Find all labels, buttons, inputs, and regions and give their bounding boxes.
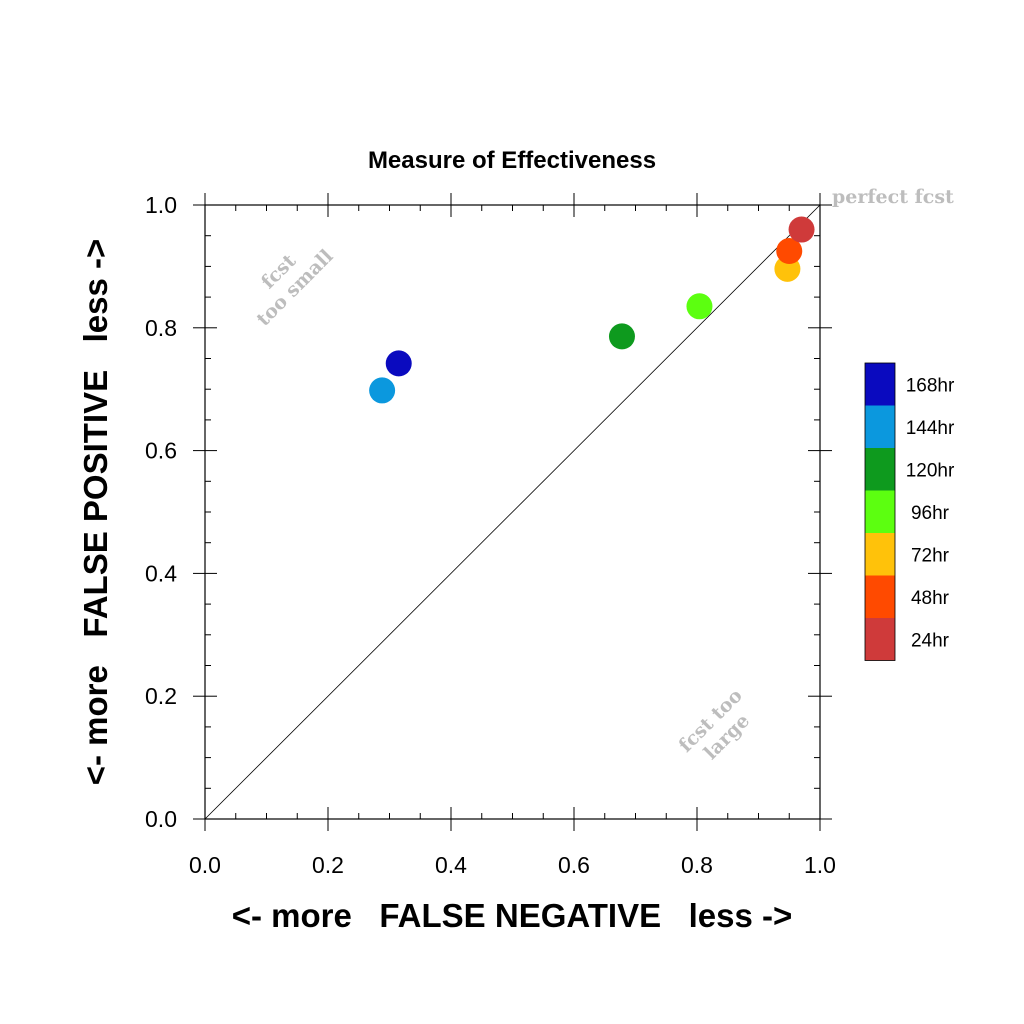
- y-tick-label: 0.8: [145, 315, 177, 341]
- x-tick-label: 1.0: [804, 852, 836, 878]
- fcst-too-small-line2: too small: [252, 245, 337, 330]
- legend-label: 168hr: [906, 375, 955, 396]
- legend-swatch-96hr: [865, 490, 895, 533]
- legend-label: 48hr: [911, 588, 950, 609]
- fcst-too-large-label: fcst too large: [675, 685, 755, 765]
- y-tick-label: 0.4: [145, 560, 177, 586]
- y-tick-label: 0.6: [145, 438, 177, 464]
- x-axis-label: <- more FALSE NEGATIVE less ->: [232, 897, 793, 934]
- legend-label: 96hr: [911, 503, 950, 524]
- legend-label: 144hr: [906, 418, 955, 439]
- tick-marks: [193, 193, 832, 831]
- y-tick-label: 1.0: [145, 192, 177, 218]
- plot-area: [193, 193, 832, 831]
- legend: 168hr 144hr 120hr 96hr 72hr 48hr 24hr: [864, 362, 955, 661]
- chart-title: Measure of Effectiveness: [368, 147, 656, 174]
- x-tick-label: 0.2: [312, 852, 344, 878]
- y-axis-label: <- more FALSE POSITIVE less ->: [77, 239, 114, 786]
- legend-frame: [864, 362, 896, 661]
- legend-swatch-168hr: [865, 363, 895, 406]
- diagonal-line: [204, 204, 821, 820]
- data-points: [369, 216, 815, 404]
- x-tick-label: 0.8: [681, 852, 713, 878]
- y-tick-label: 0.2: [145, 683, 177, 709]
- perfect-fcst-label: perfect fcst: [832, 186, 954, 208]
- data-point-96hr: [686, 293, 713, 320]
- legend-swatch-120hr: [865, 448, 895, 491]
- x-tick-label: 0.4: [435, 852, 467, 878]
- x-tick-label: 0.6: [558, 852, 590, 878]
- legend-label: 120hr: [906, 460, 955, 481]
- legend-label: 24hr: [911, 630, 950, 651]
- y-tick-labels: 0.0 0.2 0.4 0.6 0.8 1.0: [145, 192, 177, 832]
- legend-label: 72hr: [911, 545, 950, 566]
- y-tick-label: 0.0: [145, 806, 177, 832]
- data-point-144hr: [369, 377, 396, 404]
- legend-swatch-24hr: [865, 618, 895, 661]
- x-tick-labels: 0.0 0.2 0.4 0.6 0.8 1.0: [189, 852, 836, 878]
- data-point-48hr: [776, 238, 803, 265]
- legend-swatch-48hr: [865, 575, 895, 618]
- data-point-24hr: [788, 216, 815, 243]
- x-tick-label: 0.0: [189, 852, 221, 878]
- fcst-too-small-label: fcst too small: [252, 245, 337, 330]
- legend-swatch-144hr: [865, 405, 895, 448]
- legend-swatch-72hr: [865, 533, 895, 576]
- data-point-168hr: [385, 350, 412, 377]
- data-point-120hr: [608, 323, 635, 350]
